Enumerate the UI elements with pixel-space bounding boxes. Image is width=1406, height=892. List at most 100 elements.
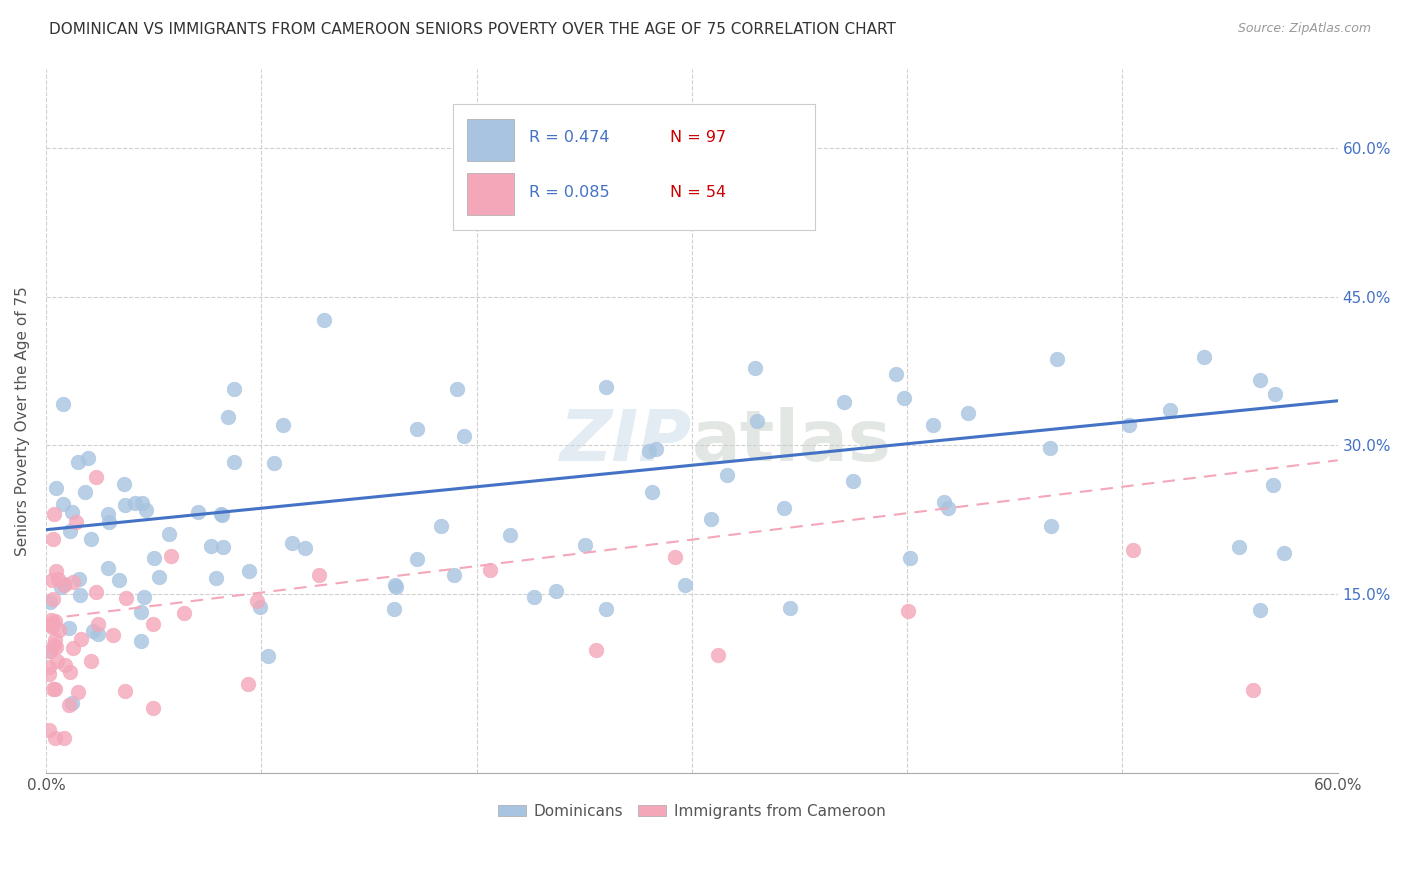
Point: [76, 451, 98, 466]
Point: [246, 594, 269, 608]
Point: [46, 572, 69, 586]
Point: [97, 507, 120, 521]
Point: [39, 644, 62, 658]
Point: [314, 313, 336, 327]
Point: [1272, 546, 1295, 560]
Point: [1249, 603, 1271, 617]
Point: [1122, 543, 1144, 558]
Point: [263, 456, 285, 470]
Point: [44, 632, 66, 647]
Point: [886, 367, 908, 381]
Point: [707, 648, 730, 663]
Point: [60, 696, 83, 710]
Point: [1039, 519, 1062, 533]
Point: [135, 503, 157, 517]
Point: [39, 618, 62, 632]
Point: [406, 422, 429, 436]
Point: [523, 590, 546, 604]
Point: [142, 700, 165, 714]
Point: [773, 501, 796, 516]
Text: atlas: atlas: [692, 408, 891, 476]
Point: [39, 643, 62, 657]
Point: [187, 505, 209, 519]
Point: [257, 648, 280, 663]
Point: [385, 580, 408, 594]
Point: [124, 496, 146, 510]
Point: [41, 681, 63, 696]
Point: [212, 541, 235, 555]
Point: [46, 654, 69, 668]
Point: [898, 551, 921, 566]
Point: [42, 615, 65, 630]
Point: [157, 526, 180, 541]
Point: [45, 564, 67, 578]
Point: [893, 392, 915, 406]
Y-axis label: Seniors Poverty Over the Age of 75: Seniors Poverty Over the Age of 75: [15, 285, 30, 556]
Point: [249, 600, 271, 615]
Point: [62, 641, 84, 656]
Point: [218, 410, 240, 425]
Point: [39, 613, 62, 627]
Point: [1241, 683, 1264, 698]
Point: [1194, 350, 1216, 364]
Point: [595, 601, 617, 615]
Point: [1264, 386, 1286, 401]
Point: [675, 578, 697, 592]
Point: [281, 535, 304, 549]
Point: [1263, 477, 1285, 491]
Point: [45, 640, 67, 654]
Point: [65, 516, 87, 530]
Point: [148, 570, 170, 584]
Legend: Dominicans, Immigrants from Cameroon: Dominicans, Immigrants from Cameroon: [492, 797, 891, 825]
Point: [453, 428, 475, 442]
Point: [405, 552, 427, 566]
Point: [957, 406, 980, 420]
Point: [159, 549, 181, 563]
Point: [79, 532, 101, 546]
Point: [595, 380, 617, 394]
Point: [1159, 403, 1181, 417]
Point: [308, 568, 330, 582]
Point: [430, 519, 453, 533]
Point: [134, 590, 156, 604]
Point: [59, 524, 82, 538]
Point: [641, 484, 664, 499]
Point: [114, 498, 136, 512]
Text: ZIP: ZIP: [560, 408, 692, 476]
Point: [716, 468, 738, 483]
Point: [66, 455, 89, 469]
Point: [384, 578, 406, 592]
Point: [638, 443, 661, 458]
Point: [87, 616, 110, 631]
Point: [80, 654, 103, 668]
Point: [382, 602, 405, 616]
Point: [499, 527, 522, 541]
Point: [38, 660, 60, 674]
Point: [664, 549, 686, 564]
Point: [897, 604, 920, 618]
Point: [842, 474, 865, 488]
Text: Source: ZipAtlas.com: Source: ZipAtlas.com: [1237, 22, 1371, 36]
Point: [211, 508, 233, 523]
Point: [922, 417, 945, 432]
Point: [222, 382, 245, 396]
Point: [75, 485, 97, 500]
Point: [644, 442, 666, 456]
Point: [62, 574, 84, 589]
Point: [200, 539, 222, 553]
Point: [82, 624, 104, 639]
Point: [131, 605, 153, 619]
Point: [443, 568, 465, 582]
Text: DOMINICAN VS IMMIGRANTS FROM CAMEROON SENIORS POVERTY OVER THE AGE OF 75 CORRELA: DOMINICAN VS IMMIGRANTS FROM CAMEROON SE…: [49, 22, 896, 37]
Point: [84, 584, 107, 599]
Point: [97, 515, 120, 529]
Point: [238, 564, 260, 578]
Point: [44, 731, 66, 745]
Point: [129, 633, 152, 648]
Point: [273, 418, 295, 433]
Point: [66, 685, 89, 699]
Point: [53, 577, 76, 591]
Point: [60, 505, 83, 519]
Point: [115, 591, 138, 605]
Point: [58, 698, 80, 713]
